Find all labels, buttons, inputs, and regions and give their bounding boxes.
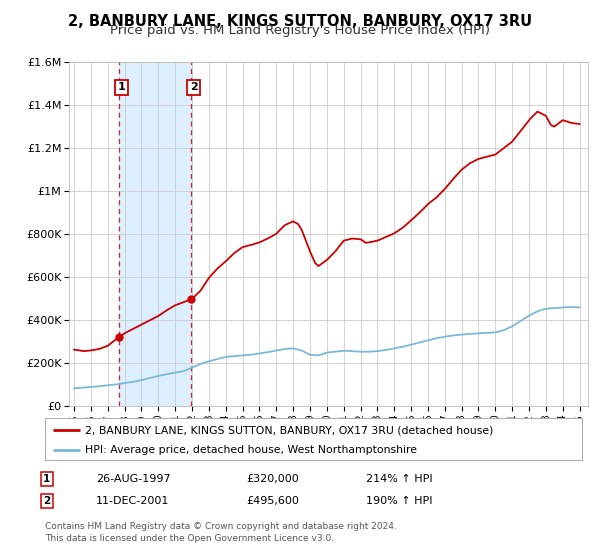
Text: HPI: Average price, detached house, West Northamptonshire: HPI: Average price, detached house, West… bbox=[85, 445, 417, 455]
Text: 1: 1 bbox=[43, 474, 50, 484]
Text: 2, BANBURY LANE, KINGS SUTTON, BANBURY, OX17 3RU (detached house): 2, BANBURY LANE, KINGS SUTTON, BANBURY, … bbox=[85, 425, 494, 435]
Text: 11-DEC-2001: 11-DEC-2001 bbox=[96, 496, 169, 506]
Text: 2, BANBURY LANE, KINGS SUTTON, BANBURY, OX17 3RU: 2, BANBURY LANE, KINGS SUTTON, BANBURY, … bbox=[68, 14, 532, 29]
Text: 190% ↑ HPI: 190% ↑ HPI bbox=[366, 496, 433, 506]
Text: £320,000: £320,000 bbox=[246, 474, 299, 484]
Text: 214% ↑ HPI: 214% ↑ HPI bbox=[366, 474, 433, 484]
Text: 1: 1 bbox=[118, 82, 125, 92]
Text: £495,600: £495,600 bbox=[246, 496, 299, 506]
Text: 2: 2 bbox=[43, 496, 50, 506]
Text: 2: 2 bbox=[190, 82, 197, 92]
Text: Price paid vs. HM Land Registry's House Price Index (HPI): Price paid vs. HM Land Registry's House … bbox=[110, 24, 490, 37]
Text: Contains HM Land Registry data © Crown copyright and database right 2024.
This d: Contains HM Land Registry data © Crown c… bbox=[45, 522, 397, 543]
Text: 26-AUG-1997: 26-AUG-1997 bbox=[96, 474, 170, 484]
Bar bbox=[119, 62, 191, 406]
